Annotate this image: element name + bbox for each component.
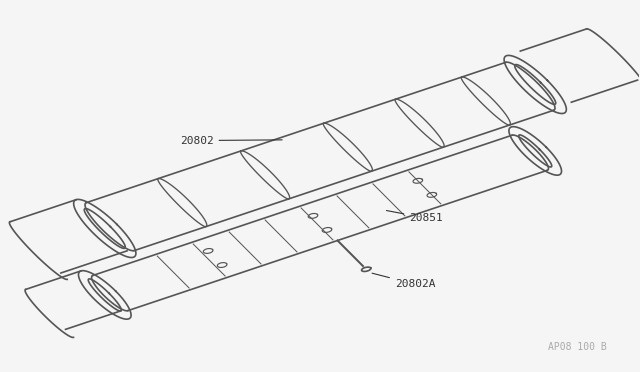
- Text: AP08 100 B: AP08 100 B: [548, 342, 607, 352]
- Text: 20802: 20802: [180, 135, 282, 145]
- Text: 20851: 20851: [387, 211, 443, 223]
- Text: 20802A: 20802A: [372, 273, 435, 289]
